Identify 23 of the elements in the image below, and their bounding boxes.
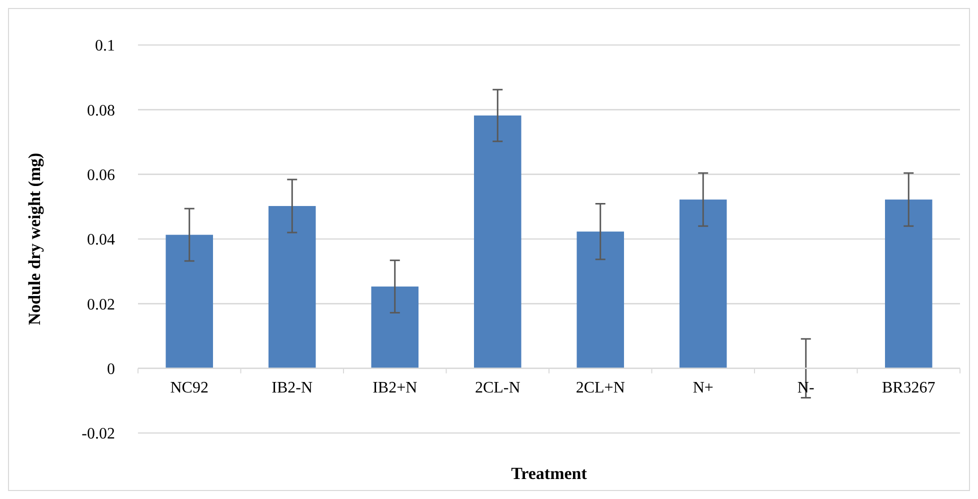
x-tick-label: 2CL-N [474, 379, 521, 396]
y-axis-title: Nodule dry weight (mg) [25, 152, 44, 326]
bar [884, 200, 932, 368]
y-tick-label: 0.06 [87, 166, 115, 184]
x-axis-title: Treatment [511, 464, 588, 483]
x-tick-label: 2CL+N [576, 379, 626, 396]
x-tick-label: BR3267 [882, 379, 936, 396]
y-tick-label: 0.04 [87, 232, 115, 249]
y-tick-label: 0 [107, 360, 115, 378]
y-tick-label: -0.02 [82, 426, 115, 443]
x-tick-label: IB2+N [372, 379, 418, 396]
x-tick-label: IB2-N [272, 379, 314, 396]
bar [371, 286, 419, 368]
y-tick-label: 0.08 [87, 102, 115, 120]
bar [166, 234, 214, 368]
y-tick-label: 0.1 [95, 38, 115, 55]
x-tick-label: N+ [692, 379, 714, 396]
bar [576, 232, 624, 368]
bar [679, 200, 727, 368]
bar [474, 115, 522, 368]
bar [268, 206, 316, 368]
x-tick-label: NC92 [170, 379, 208, 396]
y-tick-label: 0.02 [87, 296, 115, 314]
